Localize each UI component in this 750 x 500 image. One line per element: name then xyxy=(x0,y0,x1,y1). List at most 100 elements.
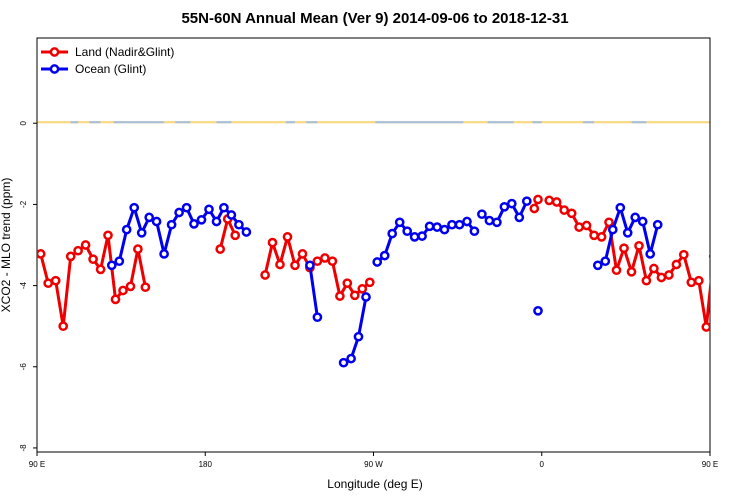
y-tick-label: -6 xyxy=(19,363,28,371)
data-point xyxy=(118,285,128,296)
data-point xyxy=(424,221,435,232)
data-point xyxy=(140,282,151,293)
data-point xyxy=(159,249,169,259)
data-point xyxy=(342,278,353,289)
y-tick-label: -2 xyxy=(19,200,28,208)
data-point xyxy=(394,217,405,228)
data-point xyxy=(312,312,323,323)
data-point xyxy=(533,305,543,316)
data-point xyxy=(718,247,725,254)
data-point xyxy=(129,202,140,213)
data-point xyxy=(114,256,125,267)
data-point xyxy=(499,201,510,212)
data-point xyxy=(133,244,143,254)
data-point xyxy=(327,256,338,267)
data-point xyxy=(402,226,413,237)
mask-ocean-span xyxy=(89,121,101,124)
x-tick-label: 90 W xyxy=(364,460,383,469)
data-point xyxy=(215,244,226,254)
data-point xyxy=(622,227,633,238)
data-point xyxy=(361,292,371,302)
x-tick-label: 90 E xyxy=(29,460,45,469)
mask-ocean-span xyxy=(375,121,464,124)
data-point xyxy=(645,249,656,259)
data-point xyxy=(95,264,106,275)
data-point xyxy=(649,263,659,274)
data-point xyxy=(604,217,614,228)
data-point xyxy=(372,257,383,267)
data-point xyxy=(533,194,543,205)
data-point xyxy=(641,275,652,286)
data-point xyxy=(387,228,398,239)
legend-item-ocean: Ocean (Glint) xyxy=(41,62,146,76)
data-point xyxy=(43,278,54,289)
data-point xyxy=(615,202,626,213)
mask-ocean-span xyxy=(285,121,295,124)
data-point xyxy=(701,322,710,332)
data-point xyxy=(630,212,641,223)
data-point xyxy=(409,232,420,242)
data-point xyxy=(447,219,457,230)
data-point xyxy=(581,220,592,231)
mask-ocean-span xyxy=(725,121,740,123)
data-point xyxy=(439,224,450,235)
data-point xyxy=(626,266,637,277)
data-point xyxy=(346,353,356,364)
data-point xyxy=(364,277,375,288)
data-point xyxy=(338,357,349,368)
mask-ocean-span xyxy=(582,121,595,124)
series-line xyxy=(548,198,710,329)
legend-item-land: Land (Nadir&Glint) xyxy=(41,45,174,59)
data-point xyxy=(589,230,599,241)
axis-ticks: 90 E 180 90 W 0 90 E 0 -2 -4 -6 -8 xyxy=(19,120,718,469)
data-point xyxy=(607,224,618,235)
data-series xyxy=(37,194,747,368)
data-point xyxy=(65,251,76,262)
data-point xyxy=(462,216,472,227)
data-point xyxy=(492,217,502,228)
y-tick-label: 0 xyxy=(19,120,28,125)
mask-ocean-span xyxy=(306,121,318,124)
legend: Land (Nadir&Glint) Ocean (Glint) xyxy=(41,45,174,76)
data-point xyxy=(566,208,577,219)
series-land xyxy=(37,194,747,332)
data-point xyxy=(432,222,442,232)
data-point xyxy=(600,256,611,267)
data-point xyxy=(417,231,427,241)
mask-ocean-span xyxy=(175,121,191,124)
data-point xyxy=(521,196,532,207)
data-point xyxy=(454,219,465,230)
data-point xyxy=(740,266,747,273)
mask-ocean-span xyxy=(70,121,79,124)
mask-land-band xyxy=(37,121,710,124)
data-point xyxy=(634,240,644,251)
data-point xyxy=(656,272,667,283)
data-point xyxy=(379,250,390,261)
data-point xyxy=(693,275,704,286)
data-point xyxy=(144,212,155,223)
data-point xyxy=(241,227,252,237)
data-point xyxy=(282,232,293,242)
data-point xyxy=(125,281,136,292)
data-point xyxy=(652,219,663,230)
legend-land-marker xyxy=(49,47,60,57)
data-point xyxy=(50,275,61,286)
data-point xyxy=(166,219,177,230)
data-point xyxy=(733,256,740,263)
data-point xyxy=(234,219,244,230)
data-point xyxy=(110,294,121,305)
data-point xyxy=(678,249,689,260)
data-point xyxy=(637,216,648,227)
data-point xyxy=(290,260,300,271)
data-point xyxy=(267,237,278,248)
data-point xyxy=(211,216,222,227)
y-tick-label: -4 xyxy=(19,281,28,289)
y-axis-label: XCO2 - MLO trend (ppm) xyxy=(0,178,13,313)
x-tick-label: 0 xyxy=(540,460,545,469)
data-point xyxy=(619,243,629,254)
legend-land-label: Land (Nadir&Glint) xyxy=(75,45,174,59)
data-point xyxy=(275,259,285,270)
mask-ocean-span xyxy=(113,121,165,124)
data-point xyxy=(544,195,555,206)
data-point xyxy=(592,260,603,271)
